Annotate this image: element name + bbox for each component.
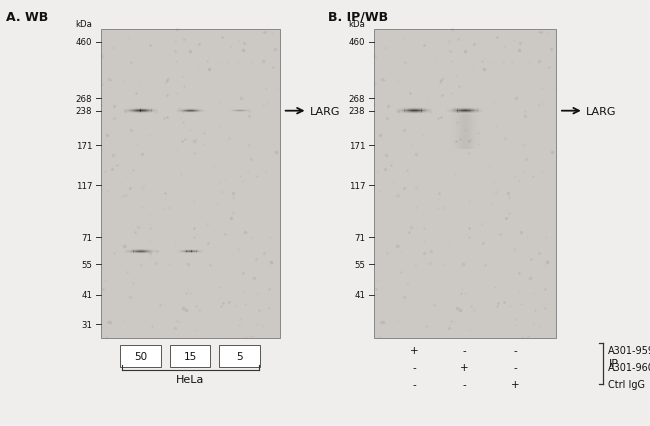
Bar xyxy=(471,115,472,150)
Text: LARG: LARG xyxy=(310,106,341,116)
Text: 55: 55 xyxy=(81,260,92,269)
Bar xyxy=(474,115,475,150)
Text: 55: 55 xyxy=(354,260,365,269)
Bar xyxy=(477,115,478,150)
Text: -: - xyxy=(514,362,517,372)
Text: -: - xyxy=(412,379,416,389)
Text: kDa: kDa xyxy=(75,20,92,29)
Text: 171: 171 xyxy=(349,141,365,150)
Bar xyxy=(465,115,466,150)
Text: 171: 171 xyxy=(76,141,92,150)
Bar xyxy=(456,115,457,150)
Text: +: + xyxy=(410,345,419,355)
Bar xyxy=(457,115,458,150)
Bar xyxy=(463,115,465,150)
Text: 50: 50 xyxy=(134,351,147,361)
Text: 268: 268 xyxy=(349,95,365,104)
Bar xyxy=(473,115,474,150)
Bar xyxy=(478,115,479,150)
Text: 117: 117 xyxy=(76,181,92,190)
Text: LARG: LARG xyxy=(586,106,617,116)
Text: Ctrl IgG: Ctrl IgG xyxy=(608,379,645,389)
Text: 460: 460 xyxy=(76,38,92,47)
Text: A. WB: A. WB xyxy=(6,11,49,23)
Bar xyxy=(462,115,463,150)
Text: B. IP/WB: B. IP/WB xyxy=(328,11,389,23)
Bar xyxy=(468,115,469,150)
Text: 238: 238 xyxy=(76,107,92,116)
Text: HeLa: HeLa xyxy=(176,374,204,384)
Text: 71: 71 xyxy=(354,233,365,242)
Bar xyxy=(220,345,260,367)
Text: -: - xyxy=(463,345,467,355)
Bar xyxy=(452,115,454,150)
Text: 41: 41 xyxy=(354,291,365,299)
Bar xyxy=(120,345,161,367)
Bar xyxy=(469,115,470,150)
Text: A301-960A: A301-960A xyxy=(608,362,650,372)
Text: A301-959A: A301-959A xyxy=(608,345,650,355)
Text: +: + xyxy=(511,379,519,389)
Bar xyxy=(463,115,464,150)
Text: 15: 15 xyxy=(183,351,197,361)
Bar xyxy=(454,115,456,150)
Bar xyxy=(470,115,471,150)
Text: 71: 71 xyxy=(81,233,92,242)
Bar xyxy=(460,115,461,150)
Bar xyxy=(454,115,455,150)
Bar xyxy=(458,115,459,150)
Text: IP: IP xyxy=(608,359,618,368)
Bar xyxy=(101,30,280,339)
Bar xyxy=(374,30,556,339)
Text: 31: 31 xyxy=(81,320,92,329)
Bar xyxy=(476,115,477,150)
Text: -: - xyxy=(463,379,467,389)
Text: 238: 238 xyxy=(349,107,365,116)
Bar xyxy=(467,115,468,150)
Text: 5: 5 xyxy=(237,351,243,361)
Text: -: - xyxy=(514,345,517,355)
Text: 41: 41 xyxy=(81,291,92,299)
Bar xyxy=(170,345,211,367)
Bar xyxy=(479,115,480,150)
Text: kDa: kDa xyxy=(348,20,365,29)
Text: 268: 268 xyxy=(76,95,92,104)
Bar xyxy=(472,115,473,150)
Text: 117: 117 xyxy=(349,181,365,190)
Text: +: + xyxy=(460,362,469,372)
Bar xyxy=(475,115,476,150)
Bar xyxy=(450,115,452,150)
Text: 460: 460 xyxy=(349,38,365,47)
Bar xyxy=(466,115,467,150)
Text: -: - xyxy=(412,362,416,372)
Bar xyxy=(459,115,460,150)
